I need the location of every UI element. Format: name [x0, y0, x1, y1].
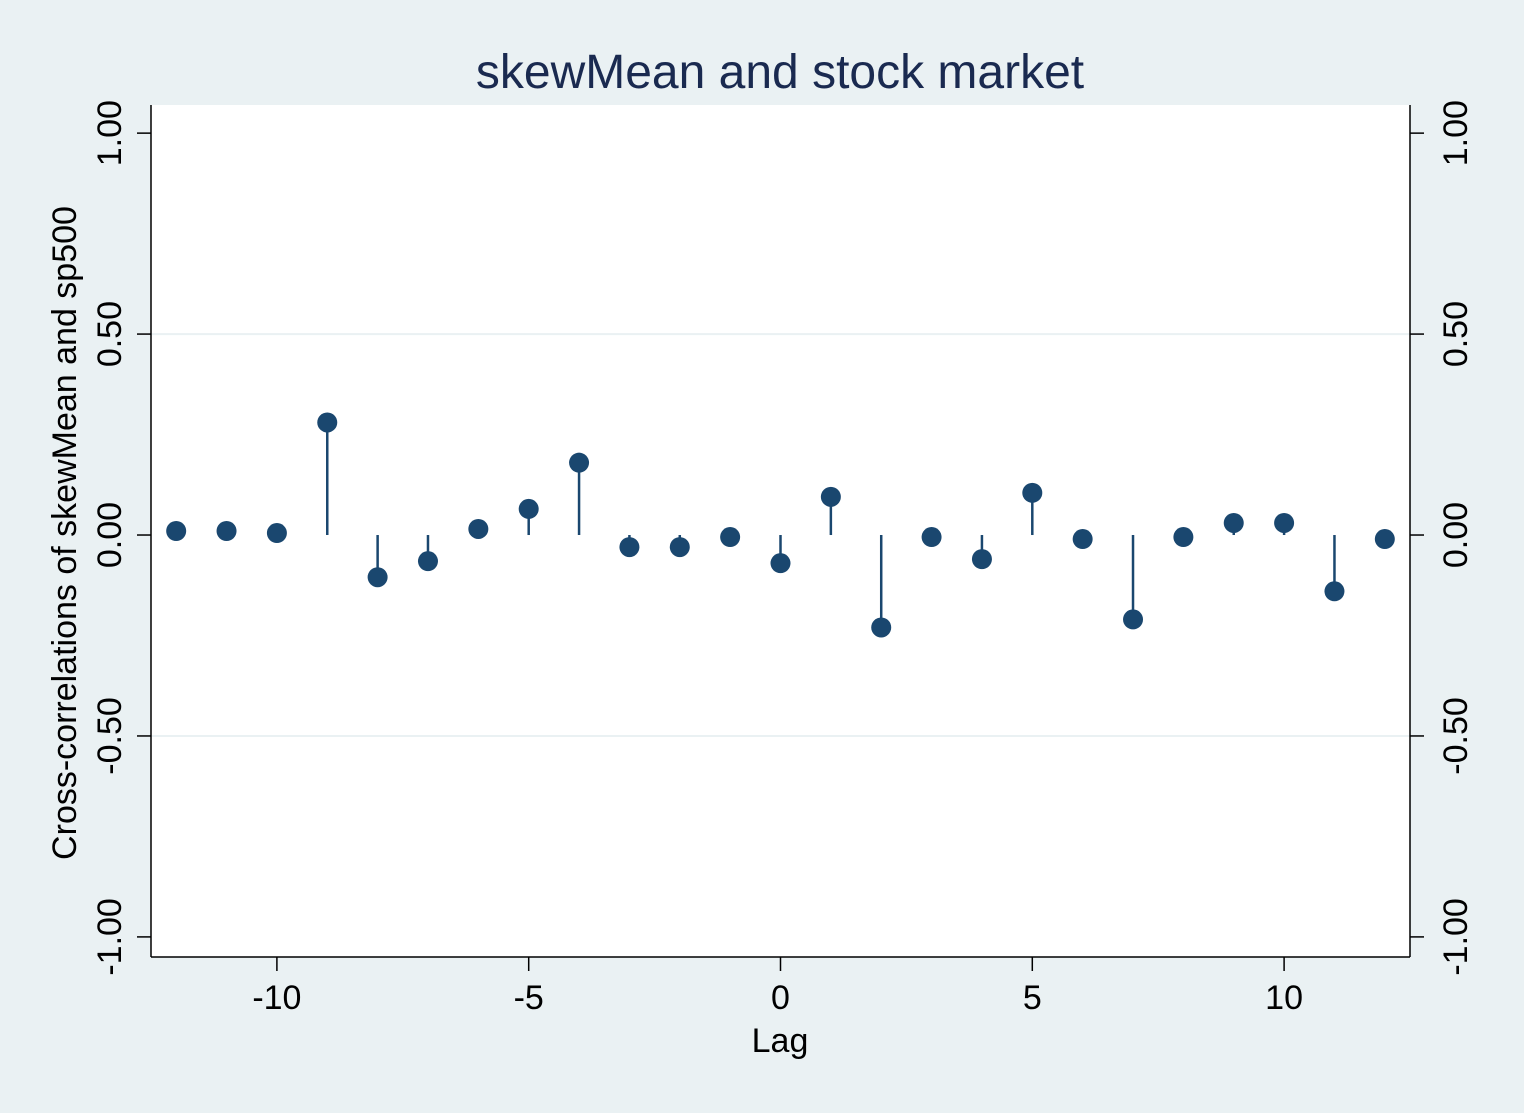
data-point	[971, 549, 992, 570]
x-axis-title: Lag	[752, 1022, 809, 1060]
data-points	[166, 412, 1395, 638]
data-point	[871, 617, 892, 638]
data-point	[216, 521, 237, 541]
data-point	[569, 452, 590, 473]
data-point	[266, 523, 287, 544]
data-point	[820, 486, 841, 507]
y-tick-label-left: 1.00	[91, 100, 129, 166]
x-tick-label: 10	[1265, 979, 1303, 1017]
data-point	[1173, 527, 1194, 548]
data-point	[1223, 512, 1244, 533]
data-point	[417, 551, 438, 572]
axes: -1.00 -1.00 -0.50 -0.50 0.00 0.00 0.50 0.50 1.00…	[91, 100, 1475, 1017]
data-point	[1274, 512, 1295, 533]
data-point	[1072, 529, 1093, 550]
data-point	[317, 412, 338, 433]
data-point	[1324, 581, 1345, 602]
x-tick-label: 5	[1023, 979, 1042, 1017]
data-point	[921, 527, 942, 548]
grid-lines	[151, 333, 1410, 737]
y-tick-label-left: -1.00	[91, 898, 129, 976]
data-point	[468, 518, 489, 539]
data-point	[1374, 529, 1395, 550]
data-point	[518, 498, 539, 519]
data-point	[770, 553, 791, 574]
plot-area	[151, 105, 1410, 957]
x-tick-label: -10	[252, 979, 301, 1017]
data-point	[669, 537, 690, 558]
y-tick-label-left: 0.00	[91, 502, 129, 568]
y-tick-label-left: -0.50	[91, 697, 129, 775]
y-tick-label-right: -1.00	[1437, 898, 1475, 976]
data-point	[367, 567, 388, 588]
y-tick-label-right: -0.50	[1437, 697, 1475, 775]
x-tick-label: 0	[771, 979, 790, 1017]
data-point	[619, 537, 640, 558]
data-point	[166, 521, 187, 541]
x-tick-label: -5	[514, 979, 544, 1017]
data-point	[720, 527, 741, 548]
y-tick-label-right: 1.00	[1437, 100, 1475, 166]
y-tick-label-left: 0.50	[91, 301, 129, 367]
data-point	[1022, 482, 1043, 503]
chart-title: skewMean and stock market	[476, 46, 1084, 99]
data-point	[1123, 609, 1144, 630]
y-tick-label-right: 0.50	[1437, 301, 1475, 367]
y-axis-title: Cross-correlations of skewMean and sp500	[46, 206, 84, 860]
y-tick-label-right: 0.00	[1437, 502, 1475, 568]
